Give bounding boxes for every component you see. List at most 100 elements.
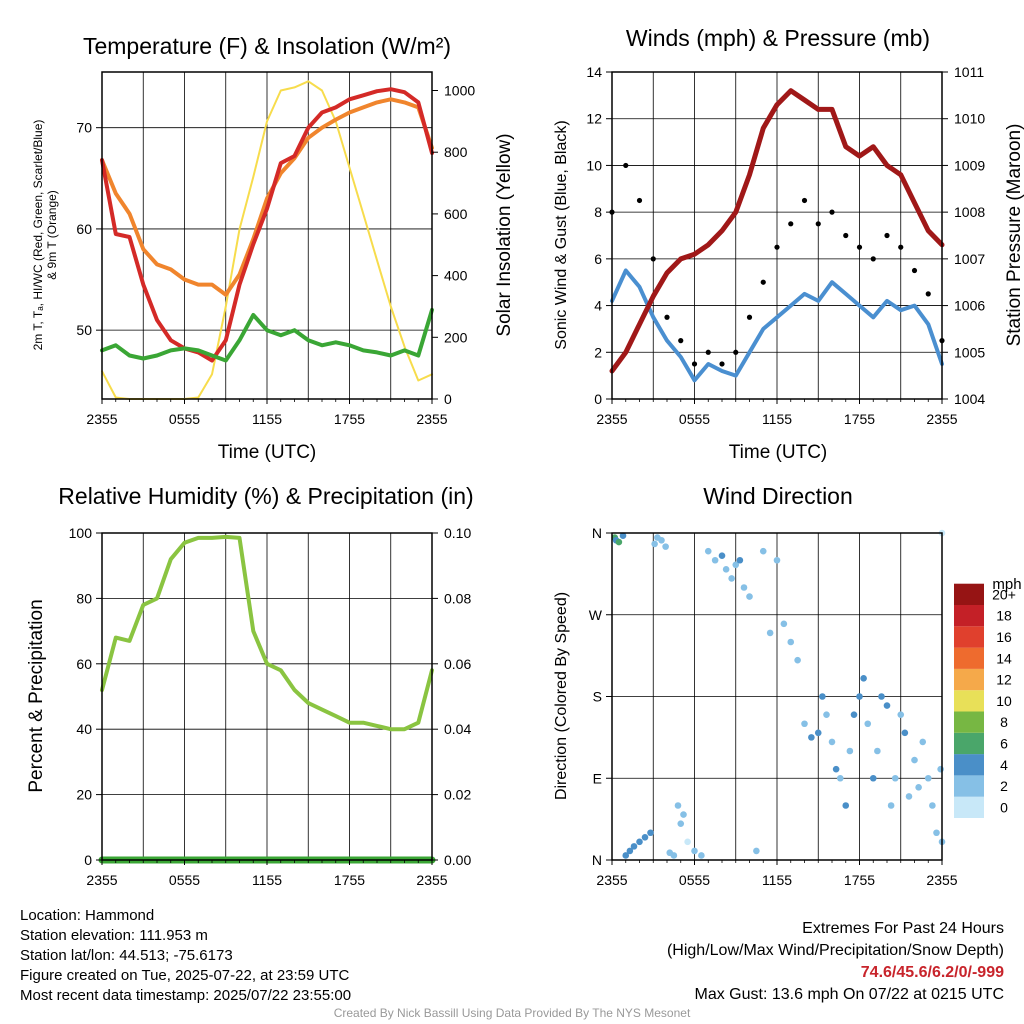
gust-point xyxy=(678,338,684,344)
legend-swatch xyxy=(954,754,984,776)
y-tick-label: 6 xyxy=(594,251,602,267)
x-tick-label: 2355 xyxy=(926,411,957,427)
gust-point xyxy=(884,232,890,239)
direction-point xyxy=(814,729,822,737)
y-tick-label: N xyxy=(592,525,602,541)
wind-direction-grid xyxy=(612,533,942,860)
y-tick-label: 10 xyxy=(586,157,602,173)
x-tick-label: 2355 xyxy=(86,872,117,888)
y-tick-label: 0 xyxy=(84,852,92,868)
x-tick-label: 2355 xyxy=(596,411,627,427)
legend-swatch xyxy=(954,711,984,733)
direction-point xyxy=(677,820,685,827)
y-tick-label: W xyxy=(589,607,603,623)
direction-point xyxy=(732,561,740,569)
direction-point xyxy=(651,540,658,548)
legend-label: 4 xyxy=(1000,757,1008,773)
gust-point xyxy=(925,291,931,297)
gust-point xyxy=(664,314,670,320)
direction-point xyxy=(808,734,815,741)
direction-point xyxy=(626,847,634,855)
y-tick-label: 40 xyxy=(76,721,92,737)
y2-tick-label: 200 xyxy=(444,329,468,345)
gust-point xyxy=(856,244,863,250)
extremes-box: Extremes For Past 24 Hours (High/Low/Max… xyxy=(667,918,1004,1006)
y2-tick-label: 1006 xyxy=(954,298,985,314)
direction-point xyxy=(787,638,795,646)
wind-direction-x-ticks: 2355 0555 1155 1755 2355 xyxy=(596,860,958,888)
direction-point xyxy=(740,584,748,591)
direction-point xyxy=(773,556,781,564)
direction-point xyxy=(647,829,654,837)
gust-point xyxy=(705,349,711,355)
gust-point xyxy=(650,256,656,262)
gust-point xyxy=(829,209,835,215)
gust-point xyxy=(870,256,876,262)
direction-point xyxy=(864,720,872,728)
gust-point xyxy=(788,221,794,227)
direction-point xyxy=(933,829,940,837)
station-location: Location: Hammond xyxy=(20,907,155,924)
legend-label: 12 xyxy=(996,672,1012,688)
y-tick-label: N xyxy=(592,852,602,868)
y2-tick-label: 1009 xyxy=(954,157,985,173)
series-line-td xyxy=(100,307,434,363)
series-line-rh xyxy=(100,534,434,732)
direction-point xyxy=(728,575,735,582)
direction-point xyxy=(901,729,909,737)
series-line-2m-t xyxy=(100,87,434,363)
direction-point xyxy=(736,556,744,564)
humidity-title: Relative Humidity (%) & Precipitation (i… xyxy=(58,483,473,509)
y2-tick-label: 800 xyxy=(444,144,468,160)
y-tick-label: 70 xyxy=(76,120,92,136)
direction-point xyxy=(691,847,698,855)
gust-point xyxy=(898,244,904,250)
y2-tick-label: 400 xyxy=(444,268,468,284)
figure-created: Figure created on Tue, 2025-07-22, at 23… xyxy=(20,967,350,984)
y2-tick-label: 1005 xyxy=(954,344,985,360)
y-tick-label: 2 xyxy=(594,344,602,360)
temperature-y-axis-label-line2: & 9m T (Orange) xyxy=(45,190,59,280)
direction-point xyxy=(622,852,630,859)
direction-point xyxy=(801,720,808,728)
winds-panel: Winds (mph) & Pressure (mb) 2355 0555 1155… xyxy=(553,25,1024,463)
x-tick-label: 1755 xyxy=(334,411,365,427)
x-tick-label: 0555 xyxy=(169,872,200,888)
series-line-9m-t xyxy=(100,97,434,297)
x-tick-label: 1755 xyxy=(334,872,365,888)
legend-swatch xyxy=(954,626,984,648)
legend-swatch xyxy=(954,668,984,691)
legend-swatch xyxy=(954,583,984,605)
direction-point xyxy=(911,756,918,764)
direction-point xyxy=(718,552,726,560)
direction-point xyxy=(919,738,927,746)
y-tick-label: E xyxy=(593,770,602,786)
direction-point xyxy=(615,538,623,546)
x-tick-label: 1155 xyxy=(762,411,792,427)
legend-label: 2 xyxy=(1000,778,1008,794)
direction-point xyxy=(680,811,687,818)
direction-point xyxy=(878,693,885,700)
legend-swatch xyxy=(954,605,984,627)
wind-direction-title: Wind Direction xyxy=(703,483,853,509)
legend-swatch xyxy=(954,647,984,669)
direction-point xyxy=(874,747,881,755)
temperature-y-axis-label: 2m T, Tₐ, HI/WC (Red, Green, Scarlet/Blu… xyxy=(31,120,45,351)
direction-point xyxy=(674,802,682,809)
temperature-x-axis-label: Time (UTC) xyxy=(218,442,317,463)
winds-grid xyxy=(612,72,942,399)
extremes-values: 74.6/45.6/6.2/0/-999 xyxy=(860,964,1004,981)
winds-y2-ticks: 1004 1005 1006 1007 1008 1009 1010 1011 xyxy=(942,64,985,407)
gust-point xyxy=(843,232,849,239)
gust-point xyxy=(691,361,698,367)
wind-direction-points xyxy=(611,529,946,859)
legend-label: 6 xyxy=(1000,735,1008,751)
direction-point xyxy=(887,802,895,809)
max-gust: Max Gust: 13.6 mph On 07/22 at 0215 UTC xyxy=(694,986,1005,1003)
series-line-sonic-wind xyxy=(610,268,944,383)
legend-label: 14 xyxy=(996,650,1012,666)
y-tick-label: 14 xyxy=(586,64,602,80)
x-tick-label: 1155 xyxy=(252,411,282,427)
extremes-subtitle: (High/Low/Max Wind/Precipitation/Snow De… xyxy=(666,942,1004,959)
